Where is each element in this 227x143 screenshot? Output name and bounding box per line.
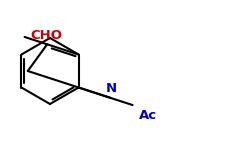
Text: CHO: CHO (31, 29, 63, 42)
Text: Ac: Ac (138, 109, 157, 122)
Text: N: N (105, 82, 116, 95)
